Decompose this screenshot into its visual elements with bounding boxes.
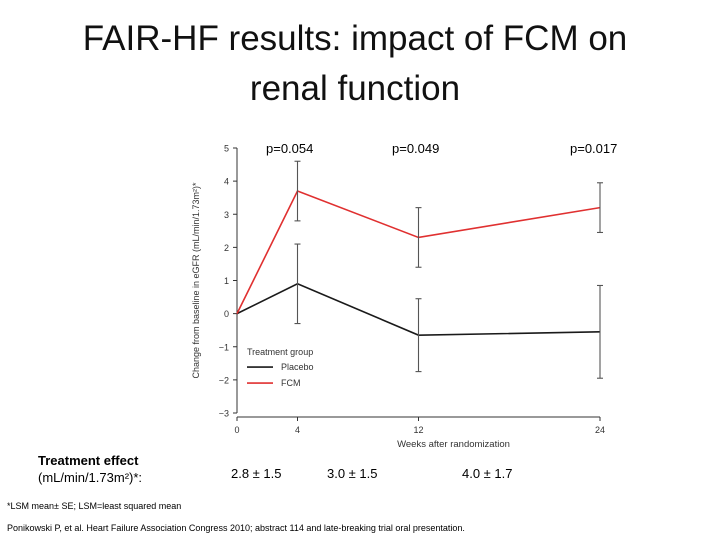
p-value-week-24: p=0.017 (570, 141, 618, 156)
y-tick-label: 5 (224, 144, 229, 154)
p-value-week-4: p=0.054 (266, 141, 314, 156)
y-axis-title: Change from baseline in eGFR (mL/min/1.7… (191, 182, 201, 379)
treatment-effect-label-line-1: Treatment effect (38, 453, 139, 468)
series-line-fcm (236, 190, 601, 314)
treatment-effect-week-24: 4.0 ± 1.7 (462, 466, 513, 481)
series-line-placebo (236, 282, 601, 336)
title-line-1: FAIR-HF results: impact of FCM on (82, 19, 628, 58)
y-tick-label: −2 (219, 375, 229, 385)
treatment-effect-label-line-2: (mL/min/1.73m²)*: (38, 470, 143, 485)
x-tick-label: 4 (295, 425, 300, 435)
y-tick-label: 1 (224, 276, 229, 286)
y-tick-label: 3 (224, 210, 229, 220)
title-line-2: renal function (249, 69, 461, 108)
slide-title: FAIR-HF results: impact of FCM on renal … (30, 14, 680, 114)
egfr-line-chart: 5 4 3 2 1 0 −1 −2 −3 0 4 12 24 Weeks after randomizat… (191, 144, 605, 451)
x-tick-label: 12 (413, 425, 423, 435)
y-tick-label: −3 (219, 409, 229, 419)
treatment-effect-label: Treatment effect (mL/min/1.73m²)*: (38, 452, 142, 486)
legend-label-placebo: Placebo (281, 362, 314, 372)
treatment-effect-week-12: 3.0 ± 1.5 (327, 466, 378, 481)
footnote-citation: Ponikowski P, et al. Heart Failure Assoc… (7, 523, 465, 533)
x-tick-label: 24 (595, 425, 605, 435)
legend-label-fcm: FCM (281, 378, 301, 388)
footnote-abbreviations: *LSM mean± SE; LSM=least squared mean (7, 501, 182, 511)
y-tick-label: 0 (224, 309, 229, 319)
treatment-effect-week-4: 2.8 ± 1.5 (231, 466, 282, 481)
p-value-week-12: p=0.049 (392, 141, 440, 156)
y-tick-label: 2 (224, 243, 229, 253)
y-tick-label: 4 (224, 177, 229, 187)
y-tick-label: −1 (219, 342, 229, 352)
legend-title: Treatment group (247, 347, 313, 357)
x-axis-title: Weeks after randomization (397, 439, 510, 450)
x-tick-label: 0 (234, 425, 239, 435)
